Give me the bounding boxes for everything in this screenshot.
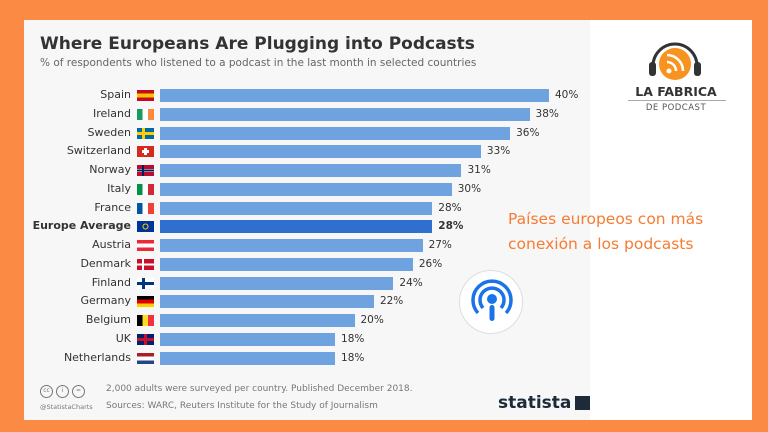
category-label: France <box>94 200 131 214</box>
no-derivatives-icon: = <box>72 385 85 398</box>
value-label: 40% <box>555 89 579 101</box>
category-label: Germany <box>80 294 131 308</box>
value-label: 18% <box>341 351 365 364</box>
category-labels: Spain Ireland Sweden Switzerland Norway Italy… <box>0 0 154 432</box>
bar-denmark <box>160 257 413 271</box>
category-label: UK <box>115 331 131 345</box>
bar-finland <box>160 276 394 290</box>
bar-italy <box>160 182 452 196</box>
category-label: Italy <box>107 181 131 195</box>
logo-title: LA FABRICA <box>635 84 717 99</box>
flag-icon <box>137 333 154 345</box>
bar-france <box>160 201 433 215</box>
category-label: Switzerland <box>66 144 131 158</box>
flag-icon <box>137 165 154 176</box>
statista-logo: statista <box>498 393 591 413</box>
category-label: Europe Average <box>32 219 131 233</box>
value-label: 38% <box>535 107 559 120</box>
value-label: 36% <box>516 126 540 139</box>
twitter-handle: @StatistaCharts <box>40 403 93 411</box>
value-label: 20% <box>360 314 384 326</box>
value-label: 27% <box>428 239 452 251</box>
caption: Países europeos con más conexión a los po… <box>508 210 704 253</box>
category-label: Belgium <box>85 313 131 326</box>
logo-divider <box>628 100 726 101</box>
source: Sources: WARC, Reuters Institute for the… <box>106 401 378 411</box>
flag-icon <box>137 146 154 158</box>
value-label: 28% <box>438 201 462 214</box>
category-label: Ireland <box>92 106 131 120</box>
chart-subtitle: % of respondents who listened to a podca… <box>40 57 477 69</box>
cc-icon: cc <box>40 385 53 398</box>
chart-title: Where Europeans Are Plugging into Podcas… <box>40 34 475 54</box>
flag-icon <box>137 221 154 233</box>
bar-netherlands <box>160 351 336 365</box>
bar-uk <box>160 332 336 346</box>
creative-commons-icons: cc i = <box>40 385 85 398</box>
bar-norway <box>160 164 462 177</box>
logo-subtitle: DE PODCAST <box>645 103 707 113</box>
category-label: Sweden <box>87 125 131 139</box>
flag-icon <box>137 240 154 251</box>
category-label: Finland <box>91 275 131 289</box>
bar-spain <box>160 89 549 102</box>
value-label: 26% <box>418 257 443 270</box>
category-label: Denmark <box>80 256 131 270</box>
category-label: Austria <box>92 238 131 251</box>
bar-ireland <box>160 107 530 121</box>
flag-icon <box>137 296 154 308</box>
flag-icon <box>137 202 154 214</box>
value-label: 30% <box>457 182 482 195</box>
flag-icon <box>137 183 154 195</box>
statista-icon <box>575 396 591 410</box>
bar-europe-average <box>160 220 433 234</box>
value-label: 18% <box>341 332 365 345</box>
value-label: 24% <box>399 276 423 289</box>
flag-icon <box>137 108 154 120</box>
attribution-icon: i <box>56 385 69 398</box>
bar-sweden <box>160 126 511 140</box>
bar-belgium <box>160 314 355 327</box>
value-label: 28% <box>438 220 464 233</box>
bar-austria <box>160 239 423 252</box>
podcast-headphones-logo-icon <box>649 42 701 80</box>
flag-icon <box>137 352 154 364</box>
flag-icon <box>137 90 154 101</box>
flag-icon <box>137 127 154 139</box>
flag-icon <box>137 315 154 326</box>
flag-icon <box>137 258 154 270</box>
podcast-app-icon <box>459 270 523 334</box>
value-label: 31% <box>467 164 491 176</box>
value-label: 22% <box>379 295 404 308</box>
category-label: Norway <box>89 163 131 176</box>
value-label: 33% <box>486 145 511 158</box>
footnote: 2,000 adults were surveyed per country. … <box>106 384 413 394</box>
bar-switzerland <box>160 145 481 159</box>
category-label: Netherlands <box>63 350 131 364</box>
category-label: Spain <box>100 88 131 101</box>
bar-germany <box>160 295 374 309</box>
flag-icon <box>137 277 154 289</box>
